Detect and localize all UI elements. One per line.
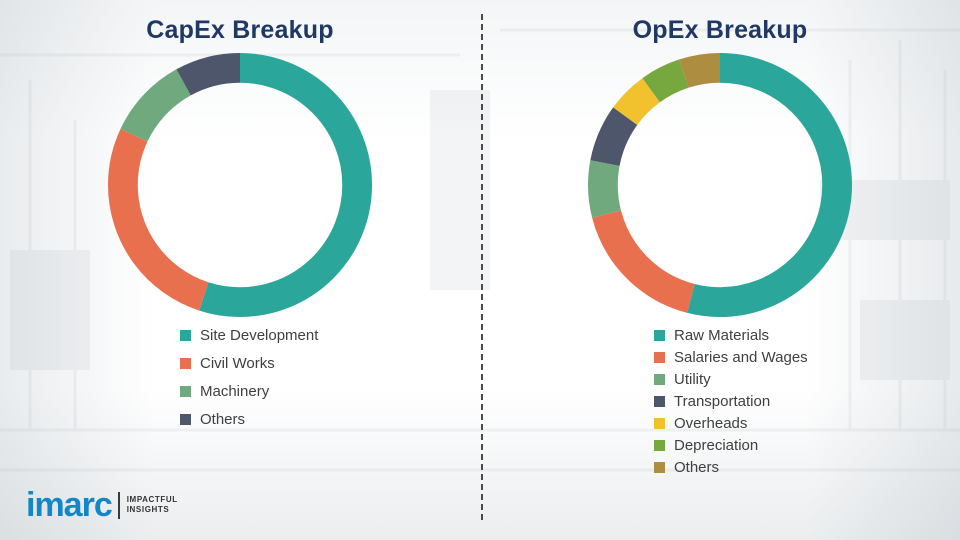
- legend-label: Depreciation: [674, 437, 759, 454]
- legend-item-site-development: Site Development: [180, 327, 318, 344]
- imarc-logo: imarc IMPACTFUL INSIGHTS: [26, 488, 178, 522]
- imarc-wordmark: imarc: [26, 486, 113, 524]
- legend-swatch: [180, 330, 191, 341]
- legend-label: Others: [200, 411, 246, 428]
- capex-legend: Site Development Civil Works Machinery Othe…: [180, 327, 318, 439]
- logo-tagline-line1: IMPACTFUL: [126, 495, 178, 504]
- legend-swatch: [654, 418, 665, 429]
- legend-item-utility: Utility: [654, 371, 808, 388]
- legend-swatch: [654, 374, 665, 385]
- legend-item-raw-materials: Raw Materials: [654, 327, 808, 344]
- legend-item-others: Others: [654, 459, 808, 476]
- legend-item-overheads: Overheads: [654, 415, 808, 432]
- legend-item-others: Others: [180, 411, 318, 428]
- opex-title: OpEx Breakup: [632, 16, 808, 44]
- legend-swatch: [180, 386, 191, 397]
- legend-label: Site Development: [200, 327, 319, 344]
- legend-label: Transportation: [674, 393, 771, 410]
- legend-swatch: [654, 462, 665, 473]
- capex-section: CapEx Breakup Site Development Civil Work…: [0, 0, 480, 439]
- legend-swatch: [654, 352, 665, 363]
- donut-segment-others: [107, 52, 373, 318]
- donut-segment-others: [587, 52, 853, 318]
- legend-swatch: [654, 440, 665, 451]
- capex-title: CapEx Breakup: [146, 16, 334, 44]
- donut-segment-utility: [587, 52, 853, 318]
- legend-item-civil-works: Civil Works: [180, 355, 318, 372]
- legend-swatch: [654, 396, 665, 407]
- legend-item-machinery: Machinery: [180, 383, 318, 400]
- logo-tagline-line2: INSIGHTS: [126, 505, 170, 514]
- legend-label: Utility: [674, 371, 711, 388]
- donut-segment-civil-works: [107, 52, 373, 318]
- dashed-divider: [481, 14, 483, 520]
- legend-swatch: [654, 330, 665, 341]
- capex-donut-chart: [107, 52, 373, 318]
- legend-swatch: [180, 358, 191, 369]
- legend-swatch: [180, 414, 191, 425]
- legend-item-depreciation: Depreciation: [654, 437, 808, 454]
- opex-donut-chart: [587, 52, 853, 318]
- legend-label: Civil Works: [200, 355, 275, 372]
- opex-section: OpEx Breakup Raw Materials Salaries and W…: [480, 0, 960, 481]
- legend-label: Raw Materials: [674, 327, 770, 344]
- legend-label: Salaries and Wages: [674, 349, 808, 366]
- logo-tagline: IMPACTFUL INSIGHTS: [127, 495, 178, 515]
- legend-item-transportation: Transportation: [654, 393, 808, 410]
- legend-label: Others: [674, 459, 720, 476]
- logo-divider-bar: [117, 491, 120, 519]
- legend-item-salaries-and-wages: Salaries and Wages: [654, 349, 808, 366]
- donut-segment-site-development: [107, 52, 373, 318]
- legend-label: Overheads: [674, 415, 748, 432]
- opex-legend: Raw Materials Salaries and Wages Utility Tr…: [654, 327, 808, 481]
- donut-segment-raw-materials: [587, 52, 853, 318]
- legend-label: Machinery: [200, 383, 270, 400]
